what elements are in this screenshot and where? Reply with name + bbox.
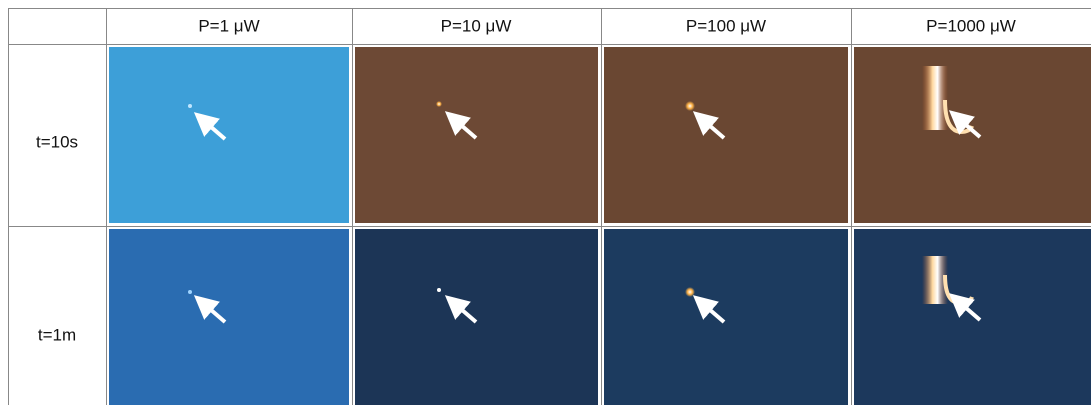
column-header: P=100 μW xyxy=(686,16,766,35)
flare xyxy=(922,66,948,130)
image xyxy=(604,229,848,405)
spot xyxy=(188,290,192,294)
spot xyxy=(685,101,695,111)
image xyxy=(109,229,349,405)
row-labels: t=10s t=1m xyxy=(36,132,78,344)
spot xyxy=(188,104,192,108)
column-header: P=1 μW xyxy=(198,16,259,35)
row-label: t=1m xyxy=(38,325,76,344)
header: P=1 μW P=10 μW P=100 μW P=1000 μW xyxy=(198,16,1015,35)
image xyxy=(355,47,598,223)
row-label: t=10s xyxy=(36,132,78,151)
image xyxy=(355,229,598,405)
image xyxy=(604,47,848,223)
figure-table: P=1 μW P=10 μW P=100 μW P=1000 μW t=10s … xyxy=(0,0,1091,405)
page: {"table": {"header": ["P=1 μW", "P=10 μW… xyxy=(0,0,1091,405)
spot xyxy=(685,287,695,297)
spot xyxy=(437,288,441,292)
image xyxy=(854,47,1091,223)
column-header: P=1000 μW xyxy=(926,16,1016,35)
column-header: P=10 μW xyxy=(441,16,512,35)
image xyxy=(854,229,1091,405)
image xyxy=(109,47,349,223)
spot xyxy=(436,101,442,107)
